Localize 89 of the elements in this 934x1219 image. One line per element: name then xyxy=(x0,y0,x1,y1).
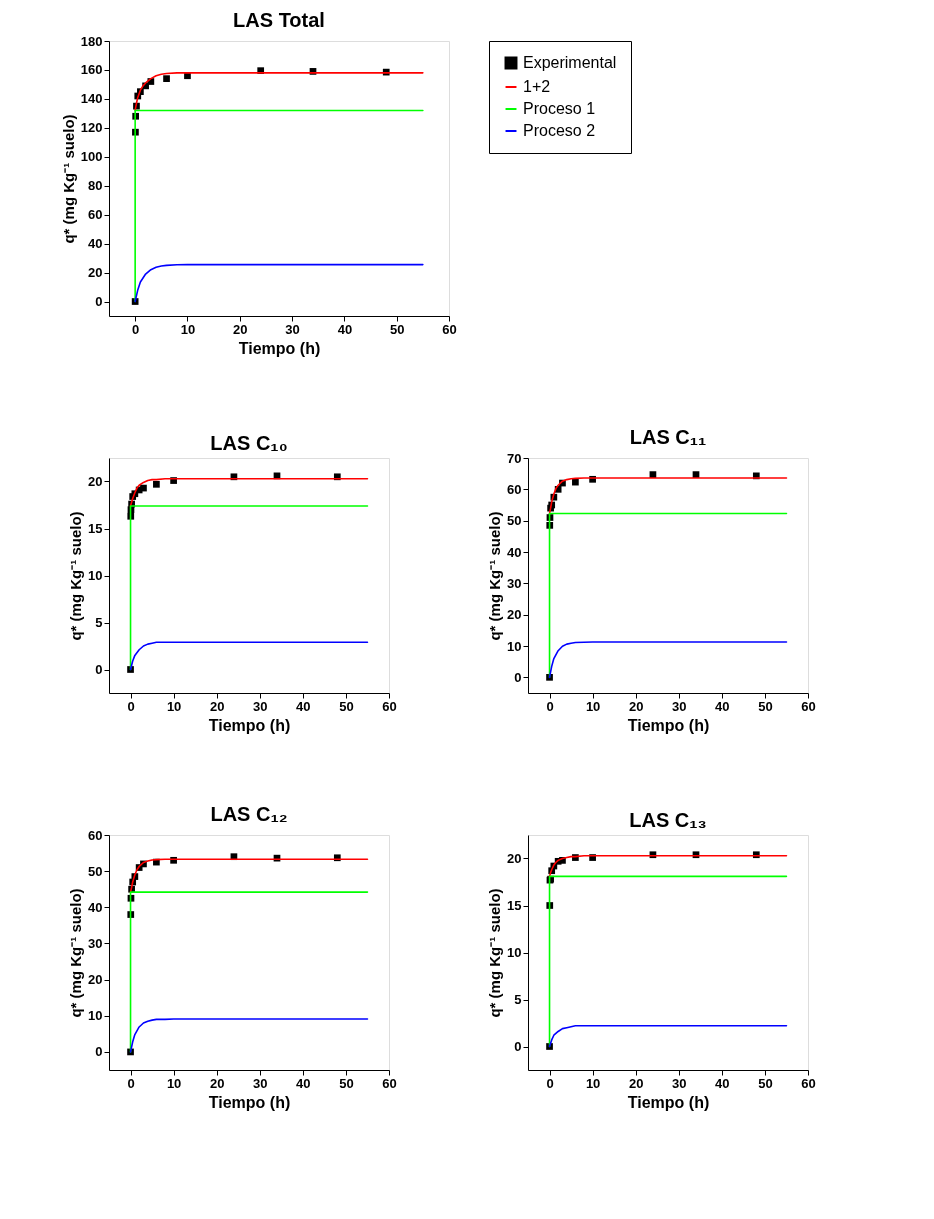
x-tick-label: 10 xyxy=(166,698,182,714)
x-tick-label: 10 xyxy=(585,1075,601,1091)
y-tick-label: 60 xyxy=(88,207,103,223)
chart-title: LAS C₁₁ xyxy=(629,426,707,448)
y-tick-label: 0 xyxy=(95,1044,103,1060)
x-tick-label: 20 xyxy=(628,1075,644,1091)
x-tick-label: 10 xyxy=(585,698,601,714)
x-tick-label: 0 xyxy=(127,1075,135,1091)
y-tick-label: 100 xyxy=(80,149,103,165)
y-tick-label: 20 xyxy=(88,972,103,988)
x-tick-label: 0 xyxy=(127,698,135,714)
y-tick-label: 60 xyxy=(507,481,522,497)
y-tick-label: 20 xyxy=(507,851,522,866)
x-tick-label: 30 xyxy=(253,698,268,714)
chart-title: LAS C₁₃ xyxy=(629,809,707,831)
y-tick-label: 0 xyxy=(95,662,103,677)
y-tick-label: 10 xyxy=(507,638,522,654)
y-axis-title: q* (mg Kg⁻¹ suelo) xyxy=(59,114,77,244)
x-tick-label: 40 xyxy=(296,698,311,714)
x-tick-label: 30 xyxy=(672,1075,687,1091)
y-tick-label: 10 xyxy=(88,1008,103,1024)
x-tick-label: 30 xyxy=(672,698,687,714)
y-tick-label: 20 xyxy=(88,265,103,281)
y-tick-label: 40 xyxy=(88,899,103,915)
y-tick-label: 0 xyxy=(514,1039,522,1054)
y-tick-label: 0 xyxy=(514,669,522,685)
x-tick-label: 50 xyxy=(758,1075,773,1091)
x-tick-label: 50 xyxy=(339,1075,354,1091)
legend-label: Proceso 2 xyxy=(523,122,596,139)
x-tick-label: 20 xyxy=(209,1075,225,1091)
x-tick-label: 10 xyxy=(166,1075,182,1091)
y-tick-label: 50 xyxy=(507,513,522,529)
y-tick-label: 10 xyxy=(88,568,103,583)
x-tick-label: 40 xyxy=(715,1075,730,1091)
y-tick-label: 5 xyxy=(95,615,103,630)
y-tick-label: 140 xyxy=(80,91,103,107)
x-tick-label: 0 xyxy=(546,698,554,714)
x-axis-title: Tiempo (h) xyxy=(208,1093,291,1111)
x-tick-label: 60 xyxy=(382,698,397,714)
y-tick-label: 50 xyxy=(88,863,103,879)
legend-label: Proceso 1 xyxy=(523,100,596,117)
y-axis-title: q* (mg Kg⁻¹ suelo) xyxy=(486,888,504,1018)
x-tick-label: 60 xyxy=(801,698,816,714)
y-tick-label: 70 xyxy=(507,450,522,466)
y-axis-title: q* (mg Kg⁻¹ suelo) xyxy=(67,511,85,641)
x-tick-label: 0 xyxy=(132,321,140,337)
x-axis-title: Tiempo (h) xyxy=(208,716,291,734)
x-tick-label: 30 xyxy=(285,321,300,337)
chart-title: LAS Total xyxy=(233,9,325,31)
y-tick-label: 20 xyxy=(507,607,522,623)
y-tick-label: 30 xyxy=(507,575,522,591)
x-tick-label: 50 xyxy=(389,321,405,337)
y-tick-label: 160 xyxy=(80,62,103,78)
y-tick-label: 0 xyxy=(95,294,103,310)
x-tick-label: 50 xyxy=(758,698,773,714)
y-tick-label: 15 xyxy=(507,898,522,913)
y-tick-label: 80 xyxy=(88,178,103,194)
y-tick-label: 180 xyxy=(80,33,103,49)
chart-title: LAS C₁₀ xyxy=(210,432,288,454)
y-tick-label: 40 xyxy=(88,236,103,252)
x-tick-label: 40 xyxy=(337,321,353,337)
x-tick-label: 20 xyxy=(233,321,248,337)
x-tick-label: 40 xyxy=(715,698,730,714)
x-axis-title: Tiempo (h) xyxy=(238,339,321,357)
y-tick-label: 15 xyxy=(88,521,103,536)
x-tick-label: 40 xyxy=(296,1075,311,1091)
x-tick-label: 20 xyxy=(209,698,225,714)
y-tick-label: 40 xyxy=(507,544,522,560)
x-tick-label: 20 xyxy=(628,698,644,714)
x-tick-label: 60 xyxy=(382,1075,397,1091)
x-axis-title: Tiempo (h) xyxy=(627,1093,710,1111)
x-tick-label: 50 xyxy=(339,698,354,714)
x-axis-title: Tiempo (h) xyxy=(627,716,710,734)
y-tick-label: 20 xyxy=(88,474,103,489)
y-tick-label: 5 xyxy=(514,992,522,1007)
x-tick-label: 10 xyxy=(180,321,196,337)
y-axis-title: q* (mg Kg⁻¹ suelo) xyxy=(67,888,85,1018)
x-tick-label: 60 xyxy=(442,321,457,337)
x-tick-label: 60 xyxy=(801,1075,816,1091)
legend-label: 1+2 xyxy=(523,78,551,95)
chart-title: LAS C₁₂ xyxy=(210,803,288,825)
y-tick-label: 10 xyxy=(507,945,522,960)
x-tick-label: 0 xyxy=(546,1075,554,1091)
legend-label: Experimental xyxy=(523,54,617,71)
y-tick-label: 30 xyxy=(88,935,103,951)
x-tick-label: 30 xyxy=(253,1075,268,1091)
y-tick-label: 60 xyxy=(88,827,103,843)
y-axis-title: q* (mg Kg⁻¹ suelo) xyxy=(486,511,504,641)
y-tick-label: 120 xyxy=(80,120,103,136)
